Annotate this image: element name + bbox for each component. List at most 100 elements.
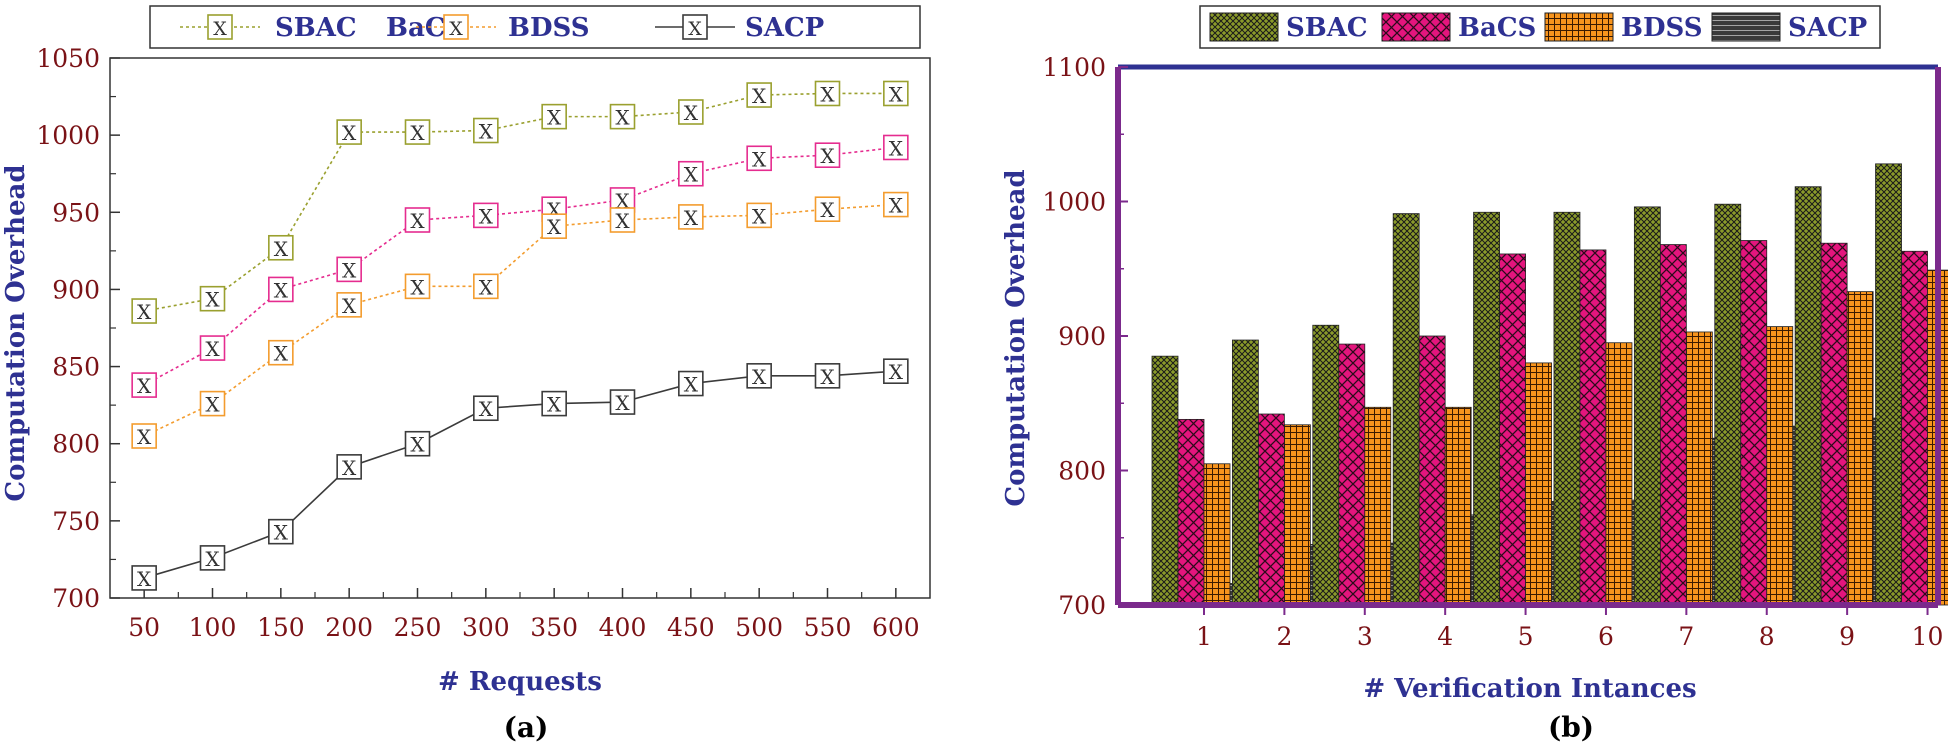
- x-tick-label: 400: [599, 613, 647, 642]
- data-point: X: [883, 358, 909, 384]
- marker-glyph: X: [547, 215, 562, 239]
- x-tick-label: 2: [1276, 622, 1292, 651]
- data-point: X: [473, 117, 499, 144]
- bar-bacs: [1820, 242, 1848, 606]
- marker-glyph: X: [615, 189, 630, 213]
- bar-sbac: [1714, 203, 1742, 606]
- legend-a-frame: [149, 5, 921, 49]
- data-point: X: [336, 256, 362, 282]
- y-tick-label: 800: [1058, 457, 1106, 486]
- data-point: X: [131, 372, 157, 398]
- data-point: X: [746, 363, 772, 389]
- data-point: X: [199, 545, 226, 571]
- data-point: X: [473, 273, 499, 299]
- x-tick-label: 250: [394, 613, 442, 642]
- marker-glyph: X: [205, 288, 220, 312]
- legend-label: BDSS: [1621, 13, 1703, 43]
- legend-label: BaCS: [1458, 13, 1536, 43]
- marker-glyph: X: [684, 206, 699, 230]
- x-tick-label: 7: [1678, 622, 1694, 651]
- bar-sbac: [1553, 211, 1581, 606]
- x-tick-label: 1: [1196, 622, 1212, 651]
- data-point: X: [746, 145, 772, 171]
- x-tick-label: 5: [1518, 622, 1534, 651]
- y-tick-label: 700: [1058, 591, 1106, 620]
- marker-glyph: X: [615, 106, 630, 130]
- marker-glyph: X: [274, 278, 289, 302]
- legend-label: SBAC: [275, 13, 357, 43]
- data-point: X: [746, 82, 772, 108]
- data-point: X: [473, 395, 499, 421]
- marker-glyph: X: [479, 204, 494, 228]
- legend-label: SACP: [1788, 13, 1867, 43]
- panel-b: SBAC BaCS BDSS SACP 700 800 900 1000 1100 1 2 3 4 5…: [1001, 5, 1948, 744]
- marker-glyph: X: [342, 258, 357, 282]
- marker-glyph: X: [342, 121, 357, 145]
- legend-marker-glyph: X: [688, 18, 702, 40]
- x-tick-label: 4: [1437, 622, 1453, 651]
- x-tick-label: 9: [1839, 622, 1855, 651]
- legend-a-sacp: X SACP: [655, 13, 824, 43]
- bar-bdss: [1283, 424, 1311, 606]
- data-point: X: [678, 370, 704, 397]
- data-point: X: [404, 207, 431, 233]
- data-point: X: [883, 191, 909, 218]
- marker-glyph: X: [684, 163, 699, 187]
- bar-bacs: [1418, 335, 1446, 606]
- data-point: X: [678, 204, 704, 230]
- marker-glyph: X: [547, 393, 562, 417]
- data-point: X: [404, 430, 431, 457]
- plot-area-a: [109, 57, 931, 599]
- bar-bacs: [1579, 249, 1607, 606]
- y-tick-label: 1100: [1042, 53, 1106, 82]
- marker-glyph: X: [137, 567, 152, 591]
- legend-label: SBAC: [1286, 13, 1368, 43]
- bar-sbac: [1231, 339, 1259, 606]
- y-tick-label: 800: [52, 430, 100, 459]
- data-point: X: [678, 99, 704, 125]
- legend-b-sbac: SBAC: [1209, 12, 1368, 43]
- y-axis-title-b: Computation Overhead: [1001, 169, 1031, 506]
- legend-marker-glyph: X: [449, 18, 463, 40]
- legend-b-bdss: BDSS: [1544, 12, 1703, 43]
- bar-bacs: [1338, 343, 1366, 606]
- data-point: X: [541, 390, 567, 417]
- marker-glyph: X: [752, 147, 767, 171]
- bar-bacs: [1659, 244, 1687, 606]
- y-tick-label: 1050: [36, 44, 100, 73]
- data-point: X: [199, 335, 226, 361]
- y-tick-label: 900: [1058, 322, 1106, 351]
- bar-bdss: [1444, 406, 1472, 606]
- bar-sbac: [1312, 324, 1340, 606]
- data-point: X: [268, 234, 294, 261]
- marker-glyph: X: [889, 194, 904, 218]
- marker-glyph: X: [205, 337, 220, 361]
- data-point: X: [883, 80, 909, 106]
- marker-glyph: X: [205, 393, 220, 417]
- marker-glyph: X: [137, 374, 152, 398]
- x-tick-label: 500: [735, 613, 783, 642]
- data-point: X: [473, 202, 499, 228]
- bar-bacs: [1177, 418, 1205, 606]
- legend-marker: [207, 14, 233, 40]
- legend-a-sbac: X SBAC: [180, 13, 357, 43]
- bar-bacs: [1901, 250, 1928, 606]
- data-point: X: [609, 389, 636, 415]
- data-point: X: [746, 202, 772, 228]
- data-point: X: [404, 119, 431, 145]
- marker-glyph: X: [820, 82, 835, 106]
- x-tick-label: 10: [1912, 622, 1944, 651]
- bar-group: [1875, 163, 1948, 606]
- x-tick-label: 200: [325, 613, 373, 642]
- legend-b: SBAC BaCS BDSS SACP: [1199, 5, 1881, 49]
- x-tick-label: 300: [462, 613, 510, 642]
- data-point: X: [609, 207, 636, 233]
- marker-glyph: X: [889, 360, 904, 384]
- data-point: X: [814, 363, 841, 389]
- y-tick-label: 1000: [36, 121, 100, 150]
- bar-bdss: [1766, 326, 1794, 606]
- bar-bacs: [1257, 413, 1285, 606]
- bar-bdss: [1203, 463, 1231, 606]
